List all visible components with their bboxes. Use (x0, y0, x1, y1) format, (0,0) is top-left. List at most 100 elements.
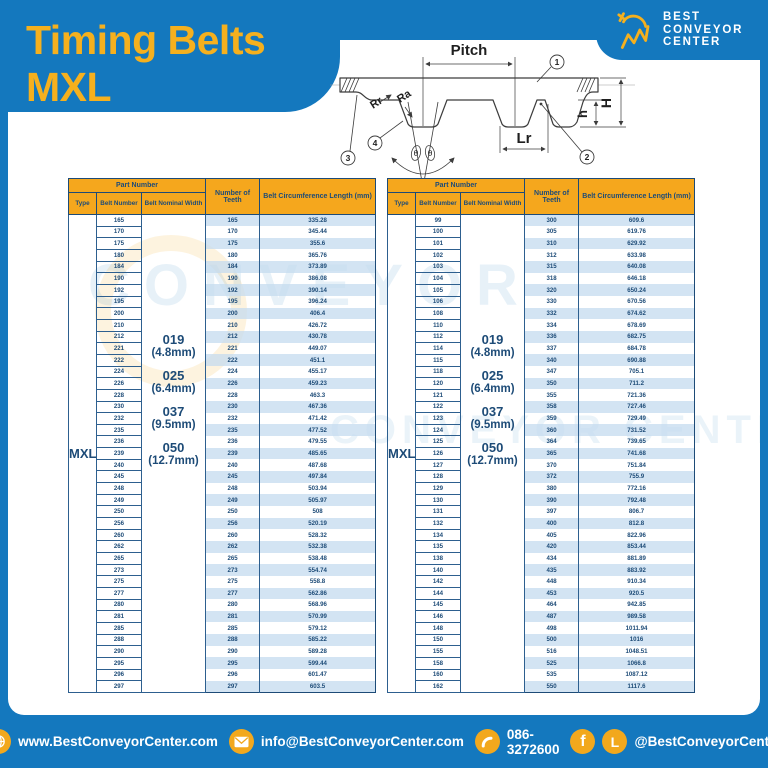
footer-email[interactable]: info@BestConveyorCenter.com (228, 729, 464, 754)
length-cell: 1087.12 (578, 669, 695, 681)
belt-number-cell: 165 (96, 214, 142, 227)
table-row: 250 250 508 (69, 505, 376, 519)
length-cell: 497.84 (259, 470, 376, 483)
belt-number-cell: 239 (96, 447, 142, 460)
belt-number-header: Belt Number (415, 192, 461, 215)
length-cell: 739.65 (578, 435, 695, 448)
teeth-cell: 288 (205, 634, 260, 646)
length-cell: 678.69 (578, 319, 695, 332)
length-cell: 479.55 (259, 435, 376, 448)
type-cell: MXL (68, 214, 97, 693)
belt-number-cell: 131 (415, 505, 461, 519)
teeth-cell: 226 (205, 377, 260, 390)
length-cell: 729.49 (578, 412, 695, 425)
belt-number-cell: 129 (415, 482, 461, 495)
table-row: 150 500 1016 (388, 633, 695, 647)
facebook-icon: f (570, 729, 596, 754)
length-cell: 585.22 (259, 634, 376, 646)
belt-number-cell: 145 (415, 598, 461, 612)
table-row: 155 516 1048.51 (388, 645, 695, 658)
phone-icon (474, 729, 500, 754)
table-row: 158 525 1066.8 (388, 656, 695, 670)
width-code: 037 (162, 404, 185, 419)
belt-number-cell: 115 (415, 353, 461, 367)
length-cell: 910.34 (578, 575, 695, 588)
belt-number-cell: 260 (96, 528, 142, 542)
belt-number-cell: 288 (96, 633, 142, 647)
belt-number-cell: 158 (415, 656, 461, 670)
table-row: 106 330 670.56 (388, 295, 695, 309)
table-row: 103 315 640.08 (388, 260, 695, 274)
teeth-cell: 330 (524, 296, 579, 308)
length-cell: 426.72 (259, 319, 376, 332)
length-cell: 1117.6 (578, 680, 695, 693)
footer-phone[interactable]: 086-3272600 (474, 727, 559, 757)
teeth-cell: 265 (205, 552, 260, 565)
teeth-cell: 277 (205, 587, 260, 600)
belt-number-cell: 126 (415, 447, 461, 460)
length-cell: 772.16 (578, 482, 695, 495)
belt-number-cell: 240 (96, 458, 142, 472)
table-row: 239 239 485.65 (69, 447, 376, 460)
belt-number-cell: 128 (415, 470, 461, 484)
belt-number-cell: 262 (96, 540, 142, 554)
belt-profile-diagram: Pitch H h Lr θ θ Rr (330, 42, 635, 183)
part-number-header: Part Number (67, 178, 207, 193)
theta-label-2: θ (428, 148, 433, 158)
teeth-cell: 239 (205, 447, 260, 460)
belt-number-cell: 245 (96, 470, 142, 484)
belt-number-cell: 134 (415, 528, 461, 542)
teeth-cell: 535 (524, 669, 579, 681)
footer-social[interactable]: f L @BestConveyorCenter (570, 729, 768, 754)
length-cell: 558.8 (259, 575, 376, 588)
belt-number-cell: 114 (415, 342, 461, 355)
belt-number-cell: 250 (96, 505, 142, 519)
table-row: 265 265 538.48 (69, 552, 376, 565)
table-row: 101 310 629.92 (388, 237, 695, 250)
length-cell: 822.96 (578, 529, 695, 541)
tooth-height-dimension (578, 99, 602, 126)
belt-height-label: H (598, 98, 614, 108)
belt-number-cell: 112 (415, 330, 461, 344)
length-cell: 467.36 (259, 401, 376, 413)
width-size: (9.5mm) (470, 419, 515, 431)
table-row: 285 285 579.12 (69, 621, 376, 635)
belt-number-cell: 184 (96, 260, 142, 274)
length-cell: 690.88 (578, 354, 695, 367)
table-row: 110 334 678.69 (388, 318, 695, 332)
table-row: 145 464 942.85 (388, 598, 695, 612)
belt-number-cell: 160 (415, 668, 461, 682)
teeth-cell: 297 (205, 680, 260, 693)
teeth-cell: 262 (205, 540, 260, 553)
footer-contact-bar: www.BestConveyorCenter.com info@BestConv… (0, 715, 768, 768)
length-cell: 396.24 (259, 296, 376, 308)
belt-number-cell: 162 (415, 680, 461, 693)
table-row: MXL 165 019 (4.8mm) 025 (6.4mm) 037 (9.5mm) 050(… (68, 214, 376, 693)
logo-text: BEST CONVEYOR CENTER (663, 11, 743, 49)
teeth-cell: 175 (205, 237, 260, 250)
belt-number-cell: 236 (96, 435, 142, 449)
length-cell: 390.14 (259, 284, 376, 297)
h-total-dimension (580, 77, 626, 128)
belt-number-cell: 100 (415, 225, 461, 239)
break-hatch-right (576, 77, 596, 93)
teeth-cell: 487 (524, 610, 579, 623)
length-cell: 721.36 (578, 389, 695, 401)
table-row: 184 184 373.89 (69, 260, 376, 274)
belt-number-cell: 124 (415, 423, 461, 437)
table-row: 104 318 646.18 (388, 272, 695, 285)
teeth-cell: 365 (524, 447, 579, 460)
belt-number-cell: 200 (96, 307, 142, 320)
belt-number-cell: 277 (96, 587, 142, 600)
teeth-cell: 434 (524, 552, 579, 565)
belt-number-cell: 150 (415, 633, 461, 647)
belt-nominal-width-header: Belt Nominal Width (459, 192, 526, 215)
teeth-cell: 240 (205, 459, 260, 471)
teeth-cell: 190 (205, 272, 260, 285)
teeth-cell: 318 (524, 272, 579, 285)
width-code: 025 (481, 368, 504, 383)
belt-number-cell: 235 (96, 423, 142, 437)
footer-website[interactable]: www.BestConveyorCenter.com (0, 729, 218, 754)
length-cell: 570.99 (259, 610, 376, 623)
belt-circumference-header: Belt Circumference Length (mm) (259, 178, 377, 215)
